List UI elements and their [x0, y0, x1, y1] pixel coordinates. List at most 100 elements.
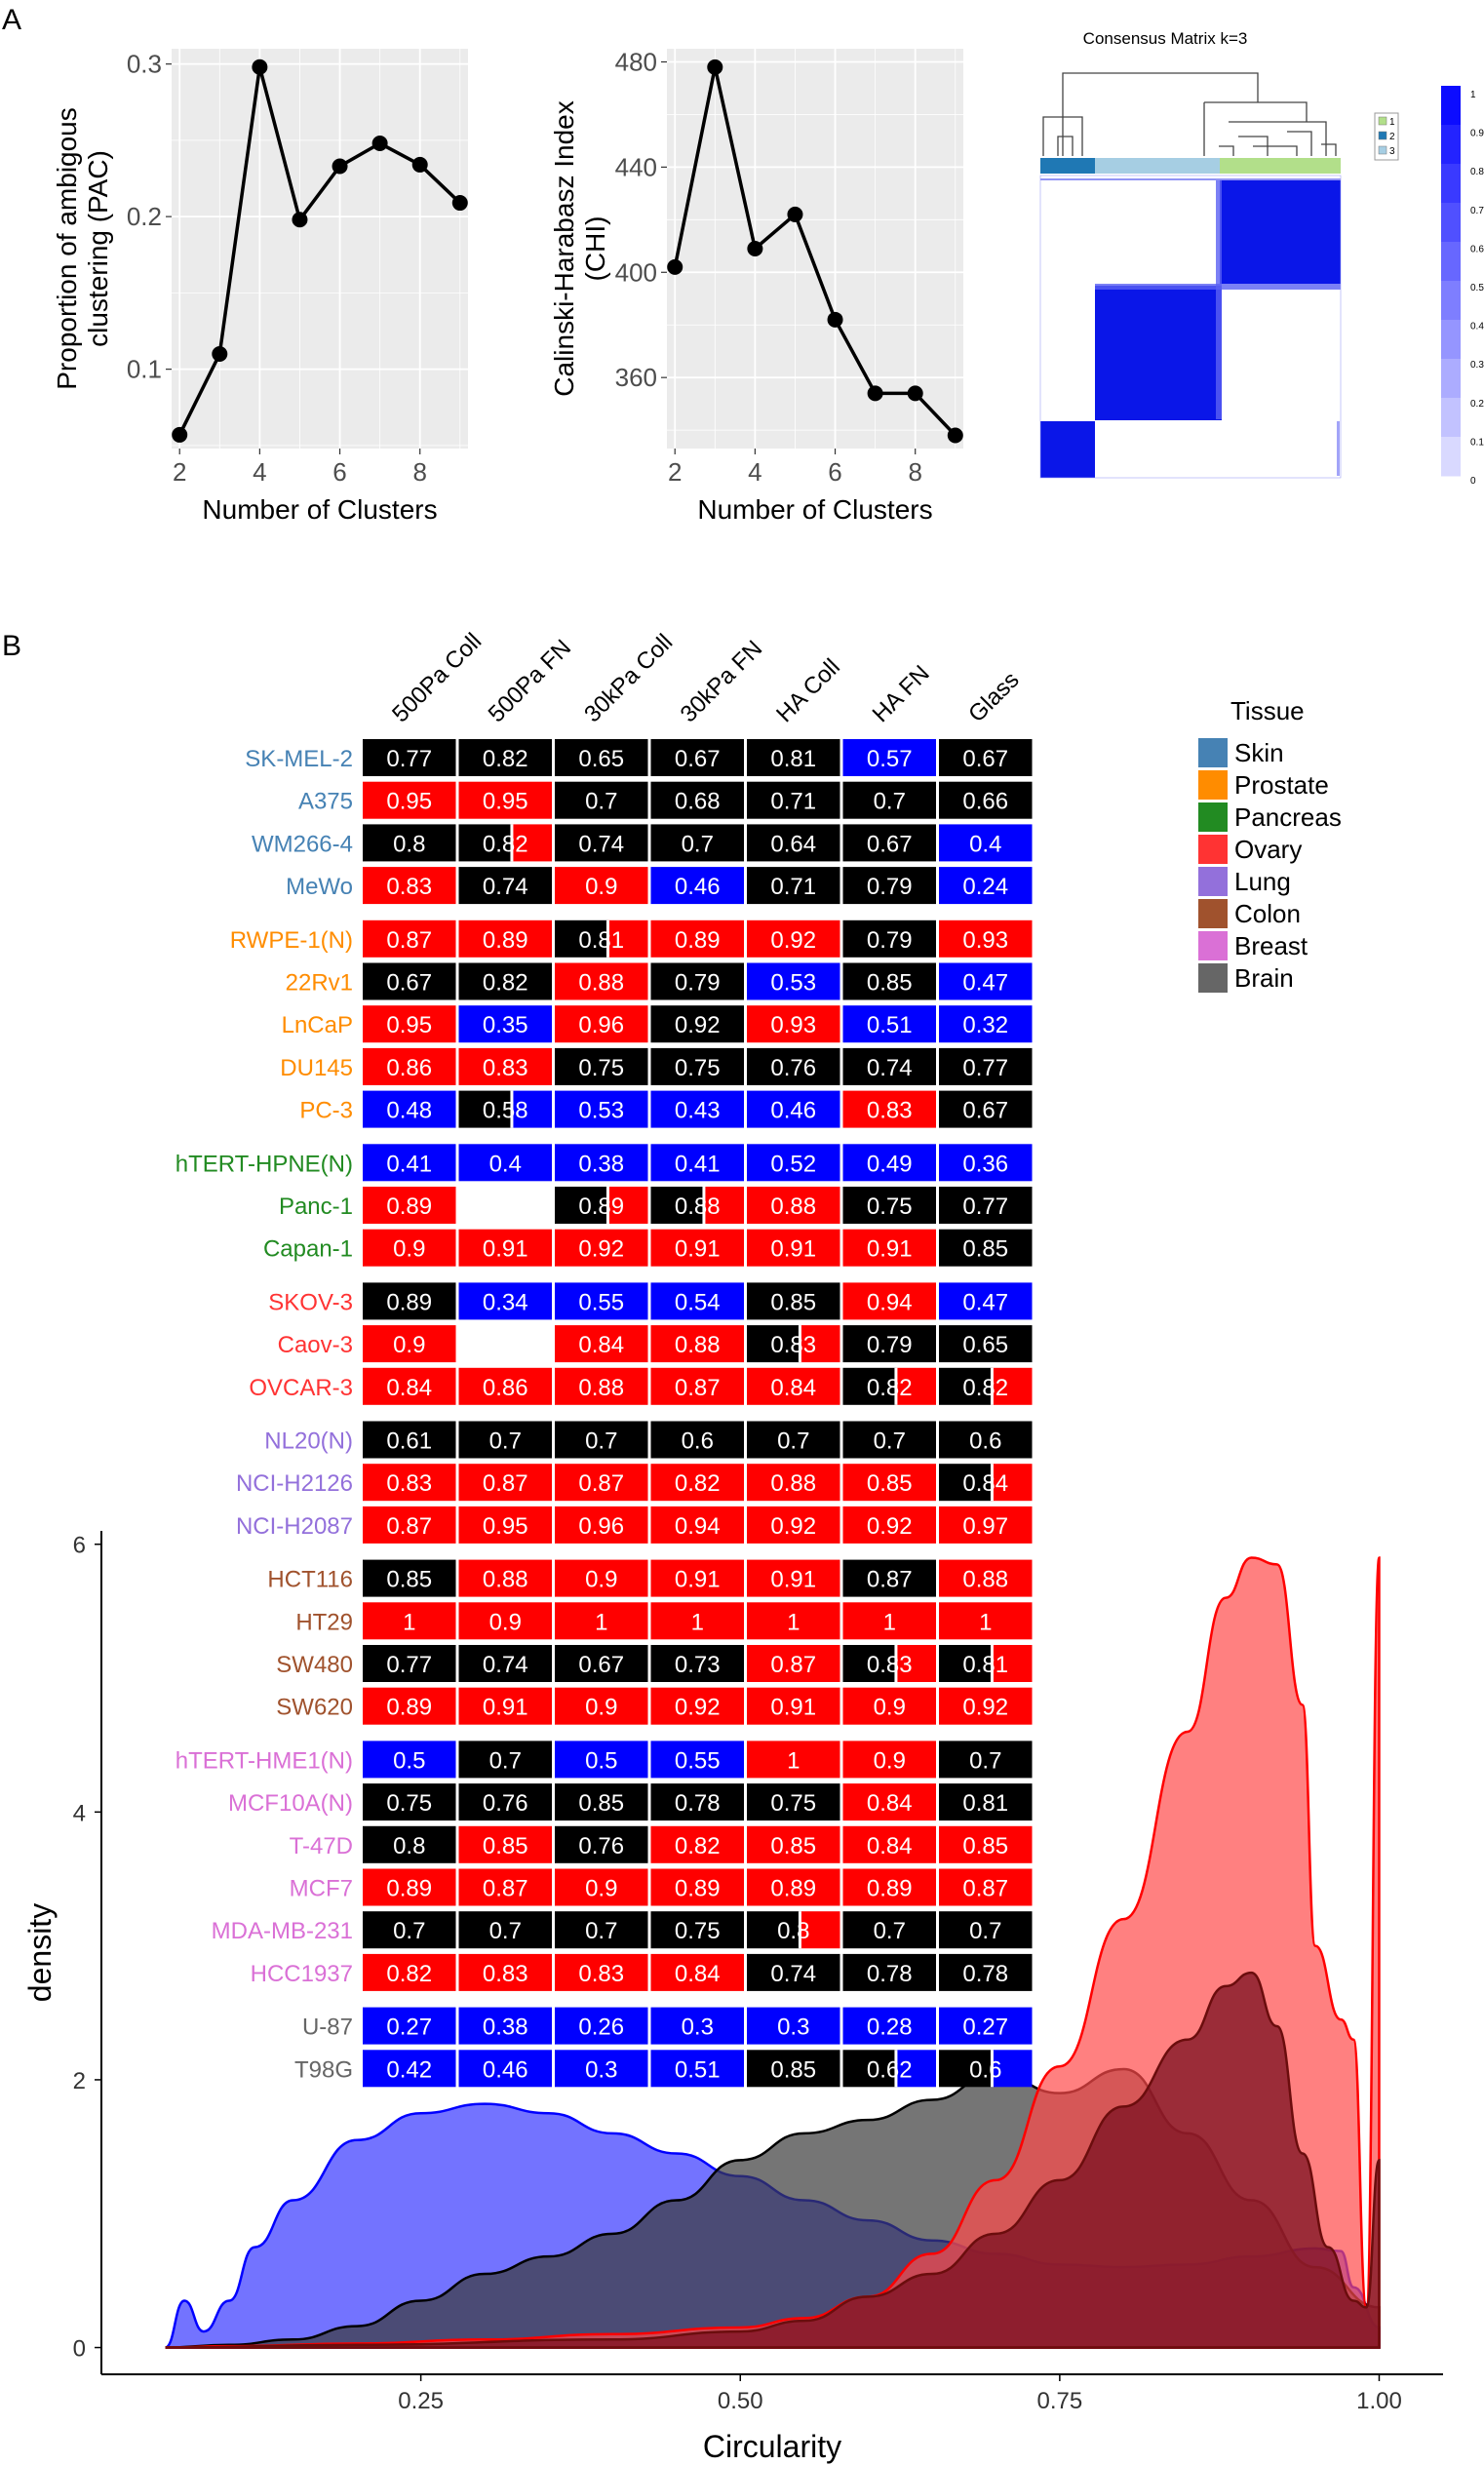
cell-value: 0.82: [483, 746, 528, 772]
x-tick-label: 6: [332, 457, 346, 487]
table-row: HCC1937 0.82 0.83 0.83 0.84 0.74 0.78 0.78: [251, 1953, 1033, 1991]
row-label: A375: [298, 789, 353, 815]
cell-fill: [939, 1187, 1033, 1224]
cell-value: 0.82: [675, 1470, 721, 1497]
table-row: LnCaP 0.95 0.35 0.96 0.92 0.93 0.51 0.32: [282, 1005, 1033, 1043]
cell-fill: [363, 1645, 456, 1682]
cell-fill: [842, 962, 936, 1000]
cell-value: 0.7: [489, 1918, 522, 1944]
row-label: SK-MEL-2: [245, 746, 353, 772]
cell-fill: [939, 2050, 993, 2088]
column-header: Glass: [963, 667, 1024, 727]
cell-value: 0.83: [867, 1652, 913, 1678]
cell-fill: [842, 1953, 936, 1991]
y-tick-label: 4: [73, 1800, 86, 1826]
row-label: 22Rv1: [286, 970, 353, 997]
cell-fill: [747, 1325, 801, 1363]
table-row: A375 0.95 0.95 0.7 0.68 0.71 0.7 0.66: [298, 781, 1033, 819]
colorbar-step: [1441, 164, 1461, 204]
cell-fill: [650, 781, 744, 819]
cell-fill: [842, 1506, 936, 1544]
cell-value: 0.6: [682, 1428, 714, 1455]
cell-fill: [939, 1953, 1033, 1991]
cell-fill: [458, 1367, 552, 1405]
table-row: NCI-H2087 0.87 0.95 0.96 0.94 0.92 0.92 0.97: [236, 1506, 1033, 1544]
cell-fill: [842, 2050, 896, 2088]
cell-fill: [555, 1911, 648, 1949]
cell-fill: [363, 1783, 456, 1821]
cell-fill: [747, 1645, 840, 1682]
cell-fill: [555, 1325, 648, 1363]
tissue-label: Pancreas: [1234, 802, 1342, 832]
cell-fill: [842, 1868, 936, 1906]
cell-fill: [363, 919, 456, 958]
legend-3: 3: [1389, 146, 1395, 157]
cell-fill: [747, 1868, 840, 1906]
cell-fill: [842, 1911, 936, 1949]
table-row: HT29 1 0.9 1 1 1 1 1: [295, 1602, 1033, 1640]
cell-fill: [747, 1506, 840, 1544]
tissue-swatch: [1198, 867, 1228, 896]
tissue-swatch: [1198, 802, 1228, 832]
cell-fill: [842, 1144, 936, 1182]
colorbar-step: [1441, 125, 1461, 165]
row-label: hTERT-HME1(N): [176, 1747, 353, 1774]
cell-value: 0.88: [962, 1567, 1008, 1593]
cell-fill: [458, 1687, 552, 1725]
cell-value: 0.77: [386, 1652, 432, 1678]
data-point: [172, 426, 188, 443]
cell-fill: [747, 1047, 840, 1085]
tissue-label: Colon: [1234, 899, 1301, 928]
y-axis-label: Calinski-Harabasz Index(CHI): [549, 100, 610, 396]
table-row: hTERT-HME1(N) 0.5 0.7 0.5 0.55 1 0.9 0.7: [176, 1741, 1033, 1779]
y-tick-label: 400: [615, 257, 657, 287]
cell-fill: [747, 1367, 840, 1405]
cell-value: 0.74: [578, 831, 624, 857]
column-header: 30kPa FN: [676, 636, 768, 728]
cell-fill: [747, 1090, 840, 1128]
cell-value: 0.89: [386, 1289, 432, 1315]
cell-value: 1: [787, 1609, 800, 1635]
cell-fill: [363, 781, 456, 819]
cell-value: 0.7: [393, 1918, 425, 1944]
cell-value: 0.76: [578, 1833, 624, 1859]
cell-value: 0.87: [770, 1652, 816, 1678]
cell-fill: [747, 1741, 840, 1779]
table-row: MCF10A(N) 0.75 0.76 0.85 0.78 0.75 0.84 0.81: [228, 1783, 1033, 1821]
cell-fill: [363, 1559, 456, 1597]
cell-fill: [650, 824, 744, 862]
cell-fill: [511, 824, 552, 862]
cell-fill: [650, 1687, 744, 1725]
cell-fill: [939, 1005, 1033, 1043]
cell-value: 0.85: [386, 1567, 432, 1593]
cell-fill: [650, 1047, 744, 1085]
row-label: HCC1937: [251, 1961, 353, 1987]
cell-value: 0.76: [770, 1055, 816, 1081]
cell-value: 0.86: [483, 1375, 528, 1401]
cell-value: 0.74: [770, 1961, 816, 1987]
row-label: NCI-H2126: [236, 1470, 353, 1497]
cell-value: 0.7: [874, 789, 906, 815]
cell-value: 0.87: [483, 1876, 528, 1902]
cell-value: 0.7: [969, 1918, 1001, 1944]
cell-fill: [458, 867, 552, 905]
legend-1: 1: [1389, 117, 1395, 128]
cell-fill: [458, 1090, 512, 1128]
cell-fill: [842, 1464, 936, 1502]
y-tick-label: 2: [73, 2068, 86, 2094]
cell-fill: [650, 1741, 744, 1779]
y-tick-label: 0.1: [127, 355, 162, 384]
column-header: HA Coll: [771, 654, 845, 728]
cell-fill: [842, 1645, 896, 1682]
y-tick-label: 0.3: [127, 50, 162, 79]
cell-value: 0.32: [962, 1012, 1008, 1038]
cell-fill: [458, 1464, 552, 1502]
cell-fill: [939, 1464, 993, 1502]
cell-value: 0.67: [962, 1098, 1008, 1124]
cell-value: 0.84: [578, 1332, 624, 1358]
cell-value: 0.89: [770, 1876, 816, 1902]
cell-fill: [555, 1506, 648, 1544]
tissue-label: Lung: [1234, 867, 1291, 896]
